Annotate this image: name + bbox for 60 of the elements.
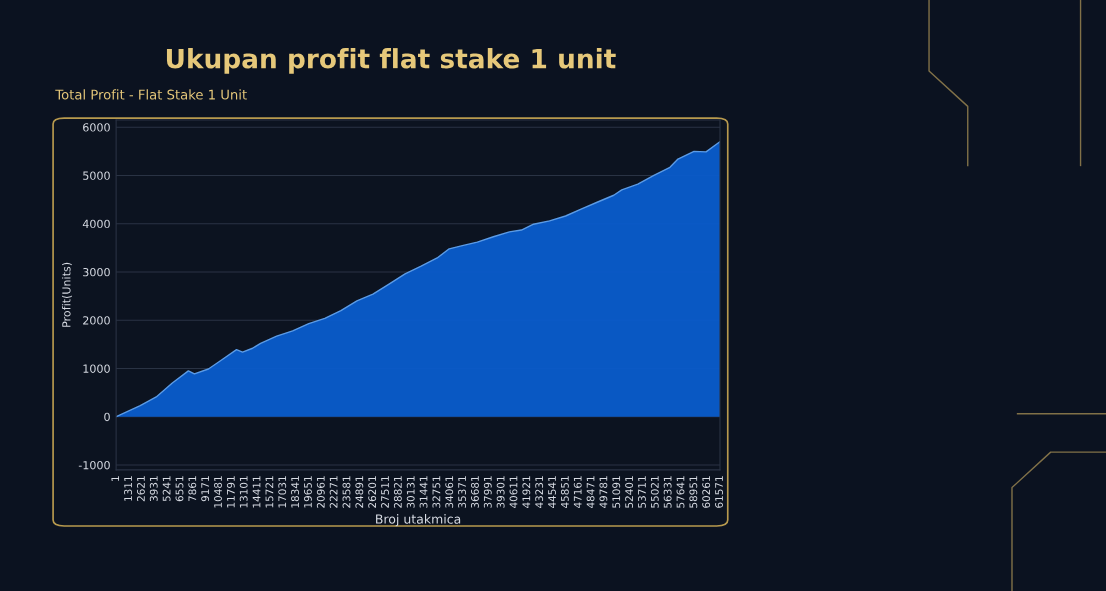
x-tick-label: 39301 <box>496 476 505 508</box>
x-tick-label: 47161 <box>573 476 582 509</box>
x-tick-label: 30131 <box>406 476 415 508</box>
x-tick-label: 24891 <box>355 476 364 508</box>
y-tick-label: 0 <box>104 412 110 422</box>
x-tick-label: 52401 <box>625 476 634 508</box>
y-tick-label: -1000 <box>78 460 110 470</box>
x-tick-label: 55021 <box>650 476 659 508</box>
x-tick-label: 11791 <box>226 476 235 508</box>
x-tick-label: 3931 <box>149 476 158 502</box>
x-tick-label: 40611 <box>509 476 518 509</box>
x-tick-label: 56331 <box>663 476 672 508</box>
x-tick-label: 31441 <box>419 476 428 508</box>
x-tick-label: 19651 <box>303 476 312 508</box>
chart-subtitle: Total Profit - Flat Stake 1 Unit <box>55 89 247 100</box>
x-tick-label: 43231 <box>535 476 544 509</box>
x-tick-label: 28821 <box>393 476 402 508</box>
x-tick-label: 1311 <box>124 476 133 501</box>
x-tick-label: 17031 <box>278 476 287 508</box>
y-tick-label: 6000 <box>83 123 110 132</box>
y-tick-label: 5000 <box>83 171 110 180</box>
x-tick-label: 49781 <box>599 476 608 509</box>
x-tick-label: 10481 <box>214 476 222 508</box>
x-tick-label: 61571 <box>715 476 723 508</box>
x-tick-label: 60261 <box>702 476 711 508</box>
x-tick-label: 18341 <box>291 476 300 508</box>
y-tick-label: 1000 <box>83 364 110 373</box>
x-tick-label: 48471 <box>586 476 595 509</box>
x-tick-label: 1 <box>111 476 120 481</box>
x-tick-label: 6551 <box>175 476 184 502</box>
y-axis-title: Profit(Units) <box>61 262 72 327</box>
x-tick-label: 35371 <box>458 476 467 508</box>
x-tick-label: 41921 <box>522 476 531 509</box>
x-tick-label: 37991 <box>483 476 492 508</box>
x-tick-label: 53711 <box>638 476 646 508</box>
x-axis-title: Broj utakmica <box>376 514 461 527</box>
x-tick-label: 20961 <box>316 476 325 508</box>
x-tick-label: 51091 <box>612 476 621 508</box>
x-tick-label: 23581 <box>342 476 351 508</box>
y-tick-label: 3000 <box>83 267 110 277</box>
x-tick-label: 45851 <box>560 476 569 509</box>
x-tick-label: 22271 <box>329 476 338 508</box>
x-tick-label: 36681 <box>471 476 479 508</box>
x-tick-label: 32751 <box>432 476 441 508</box>
x-tick-label: 34061 <box>445 476 454 508</box>
x-tick-label: 57641 <box>676 476 685 508</box>
x-tick-label: 58951 <box>689 476 698 508</box>
x-tick-label: 27511 <box>381 476 389 508</box>
x-tick-label: 5241 <box>162 476 171 502</box>
x-tick-label: 2621 <box>136 476 145 502</box>
x-tick-label: 26201 <box>368 476 377 508</box>
x-tick-label: 9171 <box>201 476 210 502</box>
x-tick-label: 7861 <box>188 476 197 502</box>
x-tick-label: 15721 <box>265 476 274 508</box>
y-tick-label: 2000 <box>83 316 110 325</box>
x-tick-label: 13101 <box>239 476 248 508</box>
chart-title: Ukupan profit flat stake 1 unit <box>166 48 616 74</box>
x-tick-label: 44541 <box>548 476 556 509</box>
y-tick-label: 4000 <box>82 219 110 229</box>
x-tick-label: 14411 <box>252 476 261 508</box>
